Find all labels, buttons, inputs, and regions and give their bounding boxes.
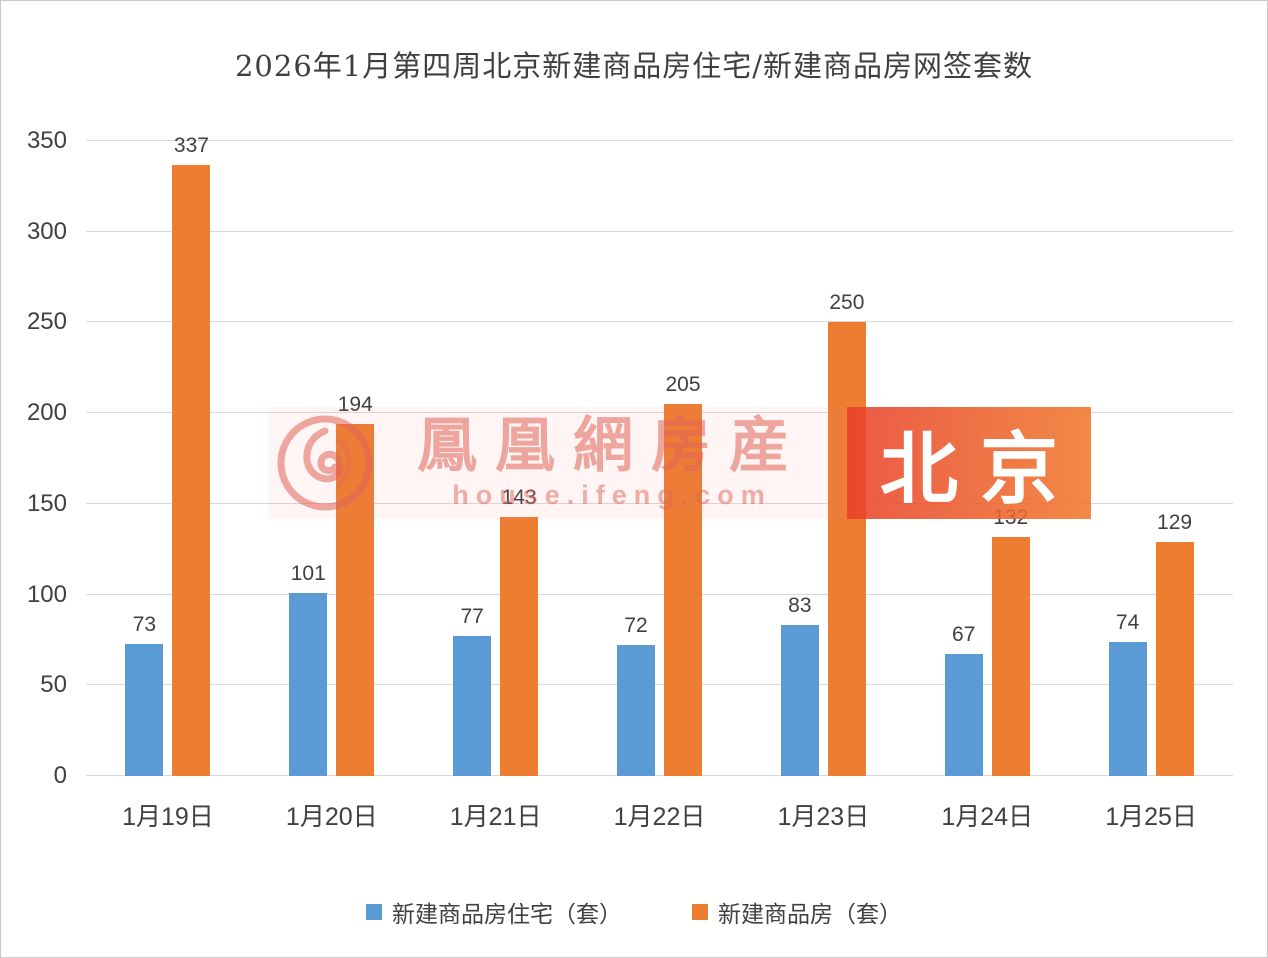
bar-group: 101 194	[250, 141, 414, 776]
y-tick-label: 150	[26, 489, 67, 517]
bar-group: 74 129	[1069, 141, 1233, 776]
x-tick-label: 1月24日	[941, 803, 1034, 831]
gridline	[86, 593, 1233, 595]
y-axis: 0 50 100 150 200 250 300 350	[1, 127, 73, 789]
bar-value-label: 205	[665, 373, 701, 397]
bar: 194	[336, 393, 375, 776]
bar: 129	[1155, 511, 1194, 776]
bar-value-label: 250	[829, 291, 865, 315]
x-tick-label: 1月20日	[285, 803, 378, 831]
bar-group: 67 132	[905, 141, 1069, 776]
y-tick-label: 0	[53, 762, 67, 789]
bar: 143	[500, 486, 539, 776]
bar: 73	[125, 613, 164, 776]
legend-swatch-icon	[366, 904, 382, 920]
bar-value-label: 83	[788, 594, 812, 618]
bar-value-label: 101	[290, 561, 326, 585]
x-tick-label: 1月22日	[613, 803, 706, 831]
bar-group: 83 250	[741, 141, 905, 776]
legend-item: 新建商品房住宅（套）	[366, 895, 622, 929]
bar-group: 73 337	[86, 134, 250, 776]
legend-label: 新建商品房住宅（套）	[392, 901, 622, 927]
gridline	[86, 140, 1233, 141]
bar: 72	[617, 614, 655, 776]
bar: 83	[780, 594, 819, 776]
y-tick-label: 300	[26, 217, 67, 245]
bar: 77	[453, 605, 492, 776]
x-tick-label: 1月21日	[449, 803, 542, 831]
x-axis: 1月19日 1月20日 1月21日 1月22日 1月23日 1月24日 1月25日	[86, 797, 1233, 833]
bar: 250	[827, 291, 866, 776]
bar-groups: 73 337 101 194 77 143 72 205 83 250 67 132 74 129	[86, 134, 1233, 776]
plot-area: 73 337 101 194 77 143 72 205 83 250 67 132 74 129	[86, 134, 1233, 776]
bar-value-label: 194	[337, 393, 373, 417]
bar-value-label: 337	[173, 133, 209, 157]
bar: 101	[289, 562, 328, 776]
gridline	[86, 502, 1233, 504]
legend-item: 新建商品房（套）	[692, 895, 902, 929]
legend: 新建商品房住宅（套） 新建商品房（套）	[1, 895, 1267, 929]
bar-value-label: 74	[1115, 610, 1140, 634]
gridline	[86, 412, 1233, 414]
gridline	[86, 684, 1233, 686]
x-tick-label: 1月19日	[122, 803, 214, 831]
bar: 74	[1108, 611, 1147, 776]
gridline	[86, 775, 1233, 776]
gridline	[86, 230, 1233, 232]
legend-label: 新建商品房（套）	[718, 901, 902, 927]
bar-value-label: 77	[460, 605, 484, 629]
y-tick-label: 250	[26, 308, 67, 336]
chart-title: 2026年1月第四周北京新建商品房住宅/新建商品房网签套数	[234, 49, 1034, 83]
bar-value-label: 132	[993, 505, 1029, 529]
bar-value-label: 72	[624, 614, 648, 638]
bar-group: 72 205	[578, 141, 742, 776]
y-tick-label: 50	[40, 671, 67, 699]
bar-value-label: 129	[1157, 510, 1193, 534]
bar: 67	[944, 623, 983, 776]
bar: 205	[664, 373, 702, 776]
y-tick-label: 100	[26, 580, 67, 608]
legend-swatch-icon	[692, 904, 708, 920]
bar: 132	[991, 506, 1030, 776]
x-tick-label: 1月25日	[1105, 803, 1197, 831]
gridline	[86, 321, 1233, 323]
x-tick-label: 1月23日	[777, 803, 870, 831]
bar-value-label: 73	[132, 612, 157, 636]
bar-value-label: 67	[952, 623, 976, 647]
bar: 337	[172, 134, 211, 776]
bar-value-label: 143	[501, 485, 537, 509]
y-tick-label: 200	[26, 399, 67, 427]
bar-group: 77 143	[414, 141, 578, 776]
y-tick-label: 350	[26, 127, 67, 154]
